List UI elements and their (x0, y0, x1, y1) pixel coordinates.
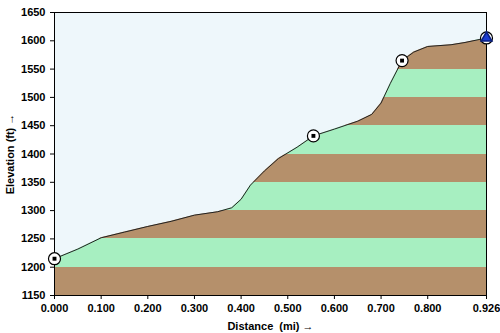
svg-text:1650: 1650 (21, 6, 45, 18)
svg-text:0.500: 0.500 (274, 302, 302, 314)
svg-text:0.400: 0.400 (227, 302, 255, 314)
svg-text:0.200: 0.200 (134, 302, 162, 314)
svg-text:1200: 1200 (21, 261, 45, 273)
svg-text:1600: 1600 (21, 34, 45, 46)
svg-text:1500: 1500 (21, 91, 45, 103)
svg-text:Distance (mi) →: Distance (mi) → (227, 320, 313, 332)
svg-text:0.600: 0.600 (321, 302, 349, 314)
svg-text:1400: 1400 (21, 148, 45, 160)
svg-text:1250: 1250 (21, 232, 45, 244)
svg-text:0.100: 0.100 (87, 302, 115, 314)
svg-text:0.000: 0.000 (41, 302, 69, 314)
svg-text:1300: 1300 (21, 204, 45, 216)
svg-text:1550: 1550 (21, 63, 45, 75)
svg-text:1450: 1450 (21, 119, 45, 131)
svg-text:0.300: 0.300 (181, 302, 209, 314)
svg-text:Elevation (ft) →: Elevation (ft) → (4, 114, 16, 195)
svg-text:1150: 1150 (22, 289, 46, 301)
svg-text:0.700: 0.700 (367, 302, 395, 314)
svg-text:0.800: 0.800 (414, 302, 442, 314)
svg-text:1350: 1350 (21, 176, 45, 188)
svg-text:0.926: 0.926 (473, 302, 500, 314)
